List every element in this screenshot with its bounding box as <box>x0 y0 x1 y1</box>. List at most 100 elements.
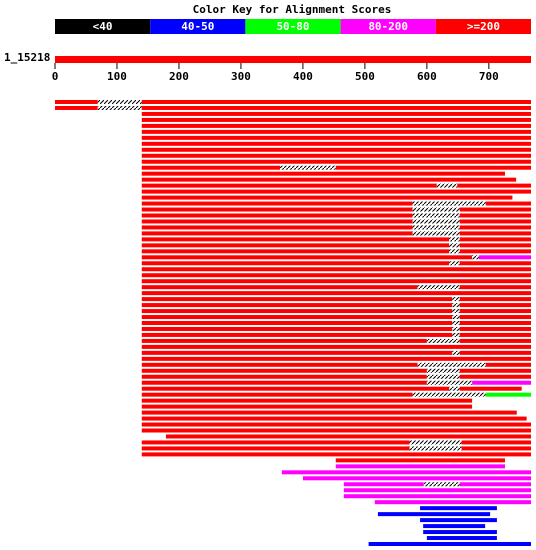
alignment-segment <box>141 404 473 409</box>
x-tick-label: 200 <box>169 70 189 83</box>
gap-hatch <box>452 315 460 320</box>
key-label: 50-80 <box>276 20 309 33</box>
alignment-segment <box>141 374 427 379</box>
alignment-segment <box>420 506 497 511</box>
alignment-segment <box>141 422 532 427</box>
gap-hatch <box>472 255 479 260</box>
alignment-segment <box>141 237 450 242</box>
alignment-segment <box>459 237 531 242</box>
gap-hatch <box>417 285 460 290</box>
alignment-segment <box>368 542 531 546</box>
alignment-segment <box>141 392 413 397</box>
alignment-segment <box>335 464 505 469</box>
key-swatch <box>55 19 151 34</box>
alignment-segment <box>55 105 98 110</box>
alignment-segment <box>141 147 532 152</box>
alignment-segment <box>141 279 532 284</box>
alignment-segment <box>459 297 531 302</box>
alignment-segment <box>141 171 505 176</box>
key-label: >=200 <box>467 20 500 33</box>
alignment-segment <box>335 165 531 170</box>
alignment-segment <box>141 452 532 457</box>
key-label: 40-50 <box>181 20 214 33</box>
x-tick-label: 100 <box>107 70 127 83</box>
alignment-segment <box>141 368 427 373</box>
alignment-segment <box>141 321 453 325</box>
gap-hatch <box>426 374 460 379</box>
alignment-segment <box>141 100 532 104</box>
gap-hatch <box>449 386 460 391</box>
alignment-segment <box>459 303 531 308</box>
alignment-segment <box>141 380 427 385</box>
gap-hatch <box>409 446 462 451</box>
alignment-segment <box>141 326 453 331</box>
x-tick-label: 700 <box>479 70 499 83</box>
gap-hatch <box>426 368 460 373</box>
alignment-segment <box>141 315 453 320</box>
alignment-segment <box>141 273 532 278</box>
gap-hatch <box>452 309 460 314</box>
alignment-segment <box>459 386 522 391</box>
alignment-segment <box>141 255 473 260</box>
alignment-segment <box>141 153 532 158</box>
gap-hatch <box>449 249 460 254</box>
alignment-segment <box>461 446 531 451</box>
alignment-segment <box>141 261 450 266</box>
alignment-segment <box>459 332 531 337</box>
alignment-segment <box>141 344 532 349</box>
alignment-segment <box>459 350 531 355</box>
x-tick-label: 0 <box>52 70 59 83</box>
alignment-segment <box>461 440 531 445</box>
alignment-segment <box>141 338 427 343</box>
alignment-segment <box>141 410 517 415</box>
alignment-segment <box>459 374 531 379</box>
alignment-segment <box>141 303 453 308</box>
alignment-segment <box>423 530 497 535</box>
gap-hatch <box>279 165 336 170</box>
gap-hatch <box>452 297 460 302</box>
alignment-segment <box>141 249 450 254</box>
alignment-segment <box>141 219 413 224</box>
x-tick-label: 300 <box>231 70 251 83</box>
alignment-segment <box>141 159 532 164</box>
x-tick-label: 400 <box>293 70 313 83</box>
alignment-segment <box>141 141 532 146</box>
alignment-segment <box>374 500 531 505</box>
chart-title: Color Key for Alignment Scores <box>193 3 392 16</box>
alignment-segment <box>478 255 531 260</box>
alignment-segment <box>141 309 453 314</box>
key-swatch <box>245 19 341 34</box>
alignment-segment <box>335 458 505 463</box>
query-bar <box>55 56 531 63</box>
alignment-segment <box>377 512 491 517</box>
alignment-segment <box>459 326 531 331</box>
alignment-segment <box>457 183 531 188</box>
alignment-segment <box>459 285 531 290</box>
alignment-segment <box>141 243 450 248</box>
alignment-segment <box>459 315 531 320</box>
alignment-segment <box>141 105 532 110</box>
gap-hatch <box>97 105 142 110</box>
alignment-segment <box>281 470 531 475</box>
alignment-segment <box>141 291 532 296</box>
gap-hatch <box>426 380 473 385</box>
alignment-segment <box>141 189 532 194</box>
alignment-segment <box>459 482 531 487</box>
gap-hatch <box>97 100 142 104</box>
alignment-segment <box>141 285 418 290</box>
alignment-segment <box>459 213 531 218</box>
gap-hatch <box>449 243 460 248</box>
gap-hatch <box>412 392 486 397</box>
alignment-segment <box>141 207 413 212</box>
gap-hatch <box>423 482 460 487</box>
key-swatch <box>340 19 436 34</box>
gap-hatch <box>412 213 460 218</box>
gap-hatch <box>412 219 460 224</box>
alignment-segment <box>459 225 531 230</box>
x-tick-label: 600 <box>417 70 437 83</box>
alignment-segment <box>141 183 437 188</box>
alignment-segment <box>141 177 517 182</box>
gap-hatch <box>436 183 458 188</box>
query-label: 1_15218 <box>4 51 50 64</box>
